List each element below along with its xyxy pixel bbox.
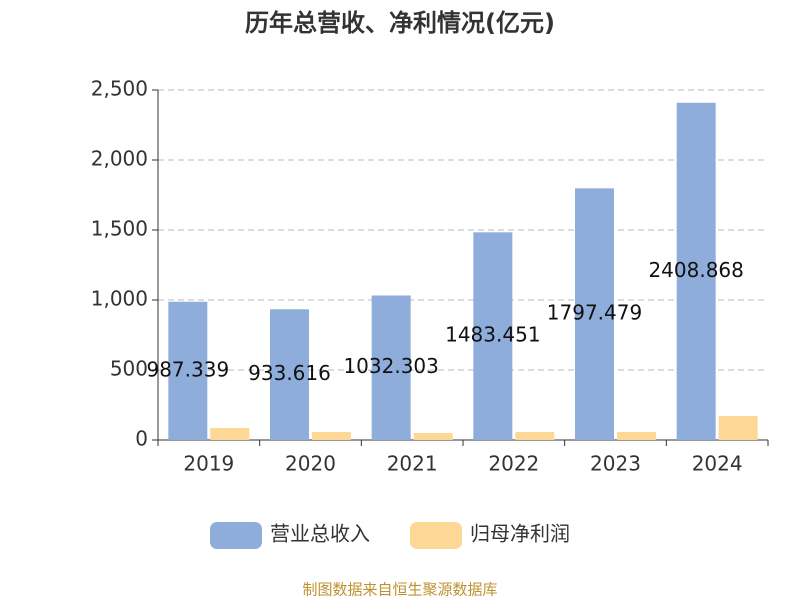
bar [371,295,411,440]
y-tick-label: 1,000 [91,287,148,311]
y-tick-label: 2,500 [91,77,148,101]
bar [210,427,250,440]
chart-title: 历年总营收、净利情况(亿元) [245,9,555,37]
data-label: 987.339 [146,357,229,381]
bar [617,432,656,440]
bar [270,309,309,440]
source-note: 制图数据来自恒生聚源数据库 [302,581,497,599]
y-tick-label: 0 [135,427,148,451]
bar [312,432,351,440]
legend-swatch [410,522,462,549]
x-tick-label: 2022 [488,452,539,476]
bar [473,232,513,440]
x-tick-label: 2023 [590,452,641,476]
x-tick-label: 2019 [183,452,234,476]
y-tick-label: 500 [110,357,148,381]
data-label: 933.616 [248,361,331,385]
legend-label: 营业总收入 [270,522,370,546]
data-label: 2408.868 [648,258,743,282]
legend-swatch [210,522,262,549]
bar [515,432,555,440]
legend-label: 归母净利润 [470,522,570,546]
data-label: 1032.303 [343,354,438,378]
bar [676,102,716,440]
bar [413,433,453,440]
x-tick-label: 2024 [692,452,743,476]
data-label: 1483.451 [445,323,540,347]
y-tick-label: 2,000 [91,147,148,171]
bar [168,301,208,440]
x-tick-label: 2021 [387,452,438,476]
y-tick-label: 1,500 [91,217,148,241]
x-tick-label: 2020 [285,452,336,476]
bar [575,188,614,440]
data-label: 1797.479 [547,301,642,325]
bar [718,416,758,440]
